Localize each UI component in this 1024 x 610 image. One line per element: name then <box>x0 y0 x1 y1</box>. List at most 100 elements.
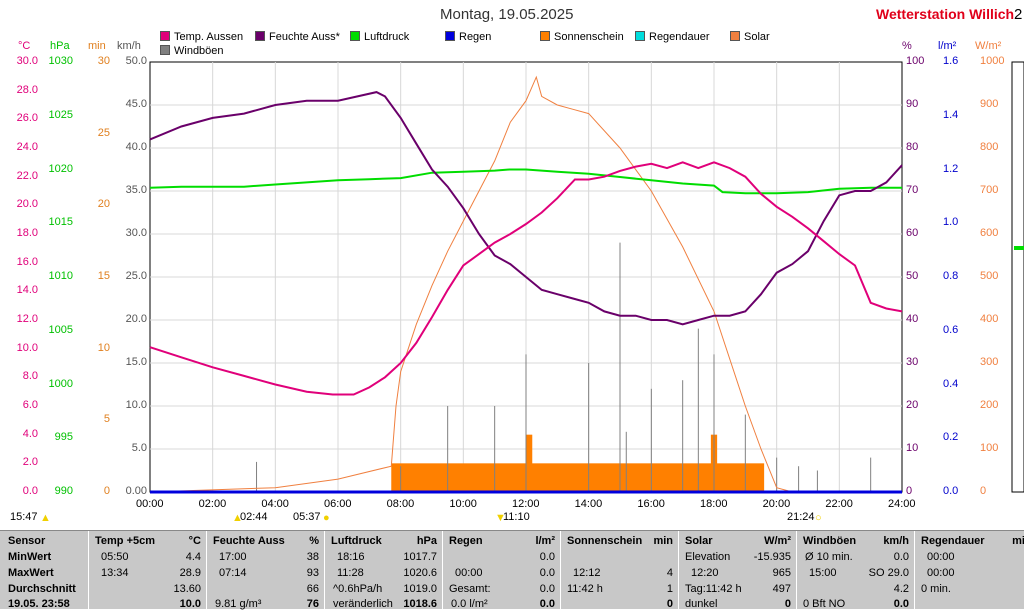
tick-kmh: 20.0 <box>125 313 147 325</box>
tick-min: 25 <box>97 126 110 139</box>
temp-min: 4.4 <box>185 551 201 563</box>
unit-hpa: hPa <box>50 40 70 52</box>
rain-total: 0.0 <box>539 583 555 595</box>
press-max-time: 11:28 <box>337 567 364 579</box>
rain-current: 0.0 <box>539 598 555 610</box>
tick-x: 12:00 <box>512 498 540 510</box>
unit-pct: % <box>902 40 912 52</box>
unit-kmh: km/h <box>117 40 141 52</box>
solar-day: 497 <box>772 583 791 595</box>
tick-rain: 0.4 <box>943 377 959 390</box>
sun-current: 0 <box>666 598 673 610</box>
event-sunrise: 02:44 <box>240 511 268 523</box>
sun-r2-time: 12:12 <box>573 567 601 579</box>
tick-temp: 24.0 <box>16 141 38 153</box>
press-max: 1020.6 <box>403 567 437 579</box>
unit-temp: °C <box>18 40 31 52</box>
tick-solar: 400 <box>980 313 999 325</box>
rdur-unit: mi <box>1012 535 1024 547</box>
tick-x: 02:00 <box>198 498 227 510</box>
row-label-current: 19.05. 23:58 <box>8 598 70 610</box>
legend-swatch <box>540 31 550 41</box>
sunshine-bar <box>391 463 765 492</box>
rain-total-label: Gesamt: <box>449 583 491 595</box>
legend-item: Regendauer <box>635 31 710 43</box>
tick-temp: 22.0 <box>16 169 38 182</box>
legend-label: Feuchte Auss* <box>269 31 340 43</box>
tick-min: 30 <box>97 55 110 67</box>
tick-solar: 200 <box>980 399 999 411</box>
col-sunshine: Sonnenschein min 12:12 4 11:42 h 1 0 <box>560 531 679 610</box>
solar-current: 0 <box>784 598 791 610</box>
tick-min: 15 <box>97 270 110 282</box>
tick-kmh: 25.0 <box>125 270 147 282</box>
tick-solar: 500 <box>980 270 999 282</box>
legend-item: Feuchte Auss* <box>255 31 340 43</box>
tick-hpa: 1015 <box>48 216 73 229</box>
wind-r3: 4.2 <box>893 583 909 595</box>
legend-label: Regen <box>459 31 492 43</box>
event-0537: 05:37 <box>293 511 321 523</box>
solar-day-label: Tag:11:42 h <box>685 583 742 595</box>
tick-kmh: 15.0 <box>125 356 147 368</box>
col-rain: Regen l/m² 0.0 00:00 0.0 Gesamt: 0.0 0.0… <box>442 531 561 610</box>
hum-current: 76 <box>306 598 319 610</box>
series-line-luftdruck <box>149 168 902 195</box>
rain-r2: 0.0 <box>539 567 555 579</box>
tick-pct: 10 <box>906 442 919 454</box>
tick-temp: 30.0 <box>16 55 38 67</box>
event-sunset: 21:24 <box>787 511 815 523</box>
tick-x: 22:00 <box>825 498 853 510</box>
legend-item: Windböen <box>160 45 224 57</box>
legend-swatch <box>160 31 170 41</box>
tick-rain: 1.0 <box>943 216 959 229</box>
tick-x: 24:00 <box>888 498 916 510</box>
noon-icon: ▼ <box>495 512 506 524</box>
solar-max-time: 12:20 <box>691 567 719 579</box>
tick-hpa: 1010 <box>48 270 73 282</box>
tick-rain: 0.6 <box>943 323 959 336</box>
tick-temp: 16.0 <box>16 255 38 268</box>
hum-abs: 9.81 g/m³ <box>215 598 262 610</box>
wind-head: Windböen <box>803 535 857 547</box>
tick-rain: 0.2 <box>943 431 959 444</box>
tick-x: 18:00 <box>700 498 728 510</box>
tick-solar: 700 <box>980 184 999 196</box>
series-line-temp-aussen <box>149 161 903 396</box>
station-name: Wetterstation Willich <box>876 6 1015 22</box>
row-label-sensor: Sensor <box>8 535 46 547</box>
tick-pct: 80 <box>906 141 919 153</box>
tick-hpa: 1005 <box>48 323 73 336</box>
legend-item: Luftdruck <box>350 31 409 43</box>
hum-head: Feuchte Auss <box>213 535 285 547</box>
press-avg: 1019.0 <box>403 583 437 595</box>
row-label-min: MinWert <box>8 551 52 563</box>
rdur-head: Regendauer <box>921 535 985 547</box>
weather-chart <box>149 61 1024 494</box>
hum-min-time: 17:00 <box>219 551 247 563</box>
temp-avg: 13.60 <box>173 583 201 595</box>
tick-pct: 60 <box>906 227 919 239</box>
temp-head: Temp +5cm <box>95 535 156 547</box>
tick-hpa: 1030 <box>48 55 73 67</box>
tick-kmh: 10.0 <box>125 399 147 411</box>
tick-x: 10:00 <box>449 498 477 510</box>
col-sensor: Sensor MinWert MaxWert Durchschnitt 19.0… <box>0 531 88 610</box>
legend-label: Regendauer <box>649 31 710 43</box>
sun-r3-time: 11:42 h <box>567 583 603 595</box>
tick-min: 5 <box>103 413 110 426</box>
sunshine-bar <box>526 434 533 492</box>
legend-label: Solar <box>744 31 770 43</box>
legend-label: Windböen <box>174 45 224 57</box>
col-wind: Windböen km/h Ø 10 min. 0.0 15:00 SO 29.… <box>796 531 915 610</box>
sunrise-icon: ▲ <box>232 512 243 524</box>
tick-pct: 20 <box>906 399 919 411</box>
legend-swatch <box>445 31 455 41</box>
temp-max-time: 13:34 <box>101 567 129 579</box>
right-edge-panel <box>1011 61 1024 493</box>
press-trend: ^0.6hPa/h <box>333 583 383 595</box>
rain-head: Regen <box>449 535 483 547</box>
press-forecast: veränderlich <box>333 598 393 610</box>
tick-temp: 4.0 <box>22 427 38 440</box>
unit-min: min <box>88 40 106 52</box>
